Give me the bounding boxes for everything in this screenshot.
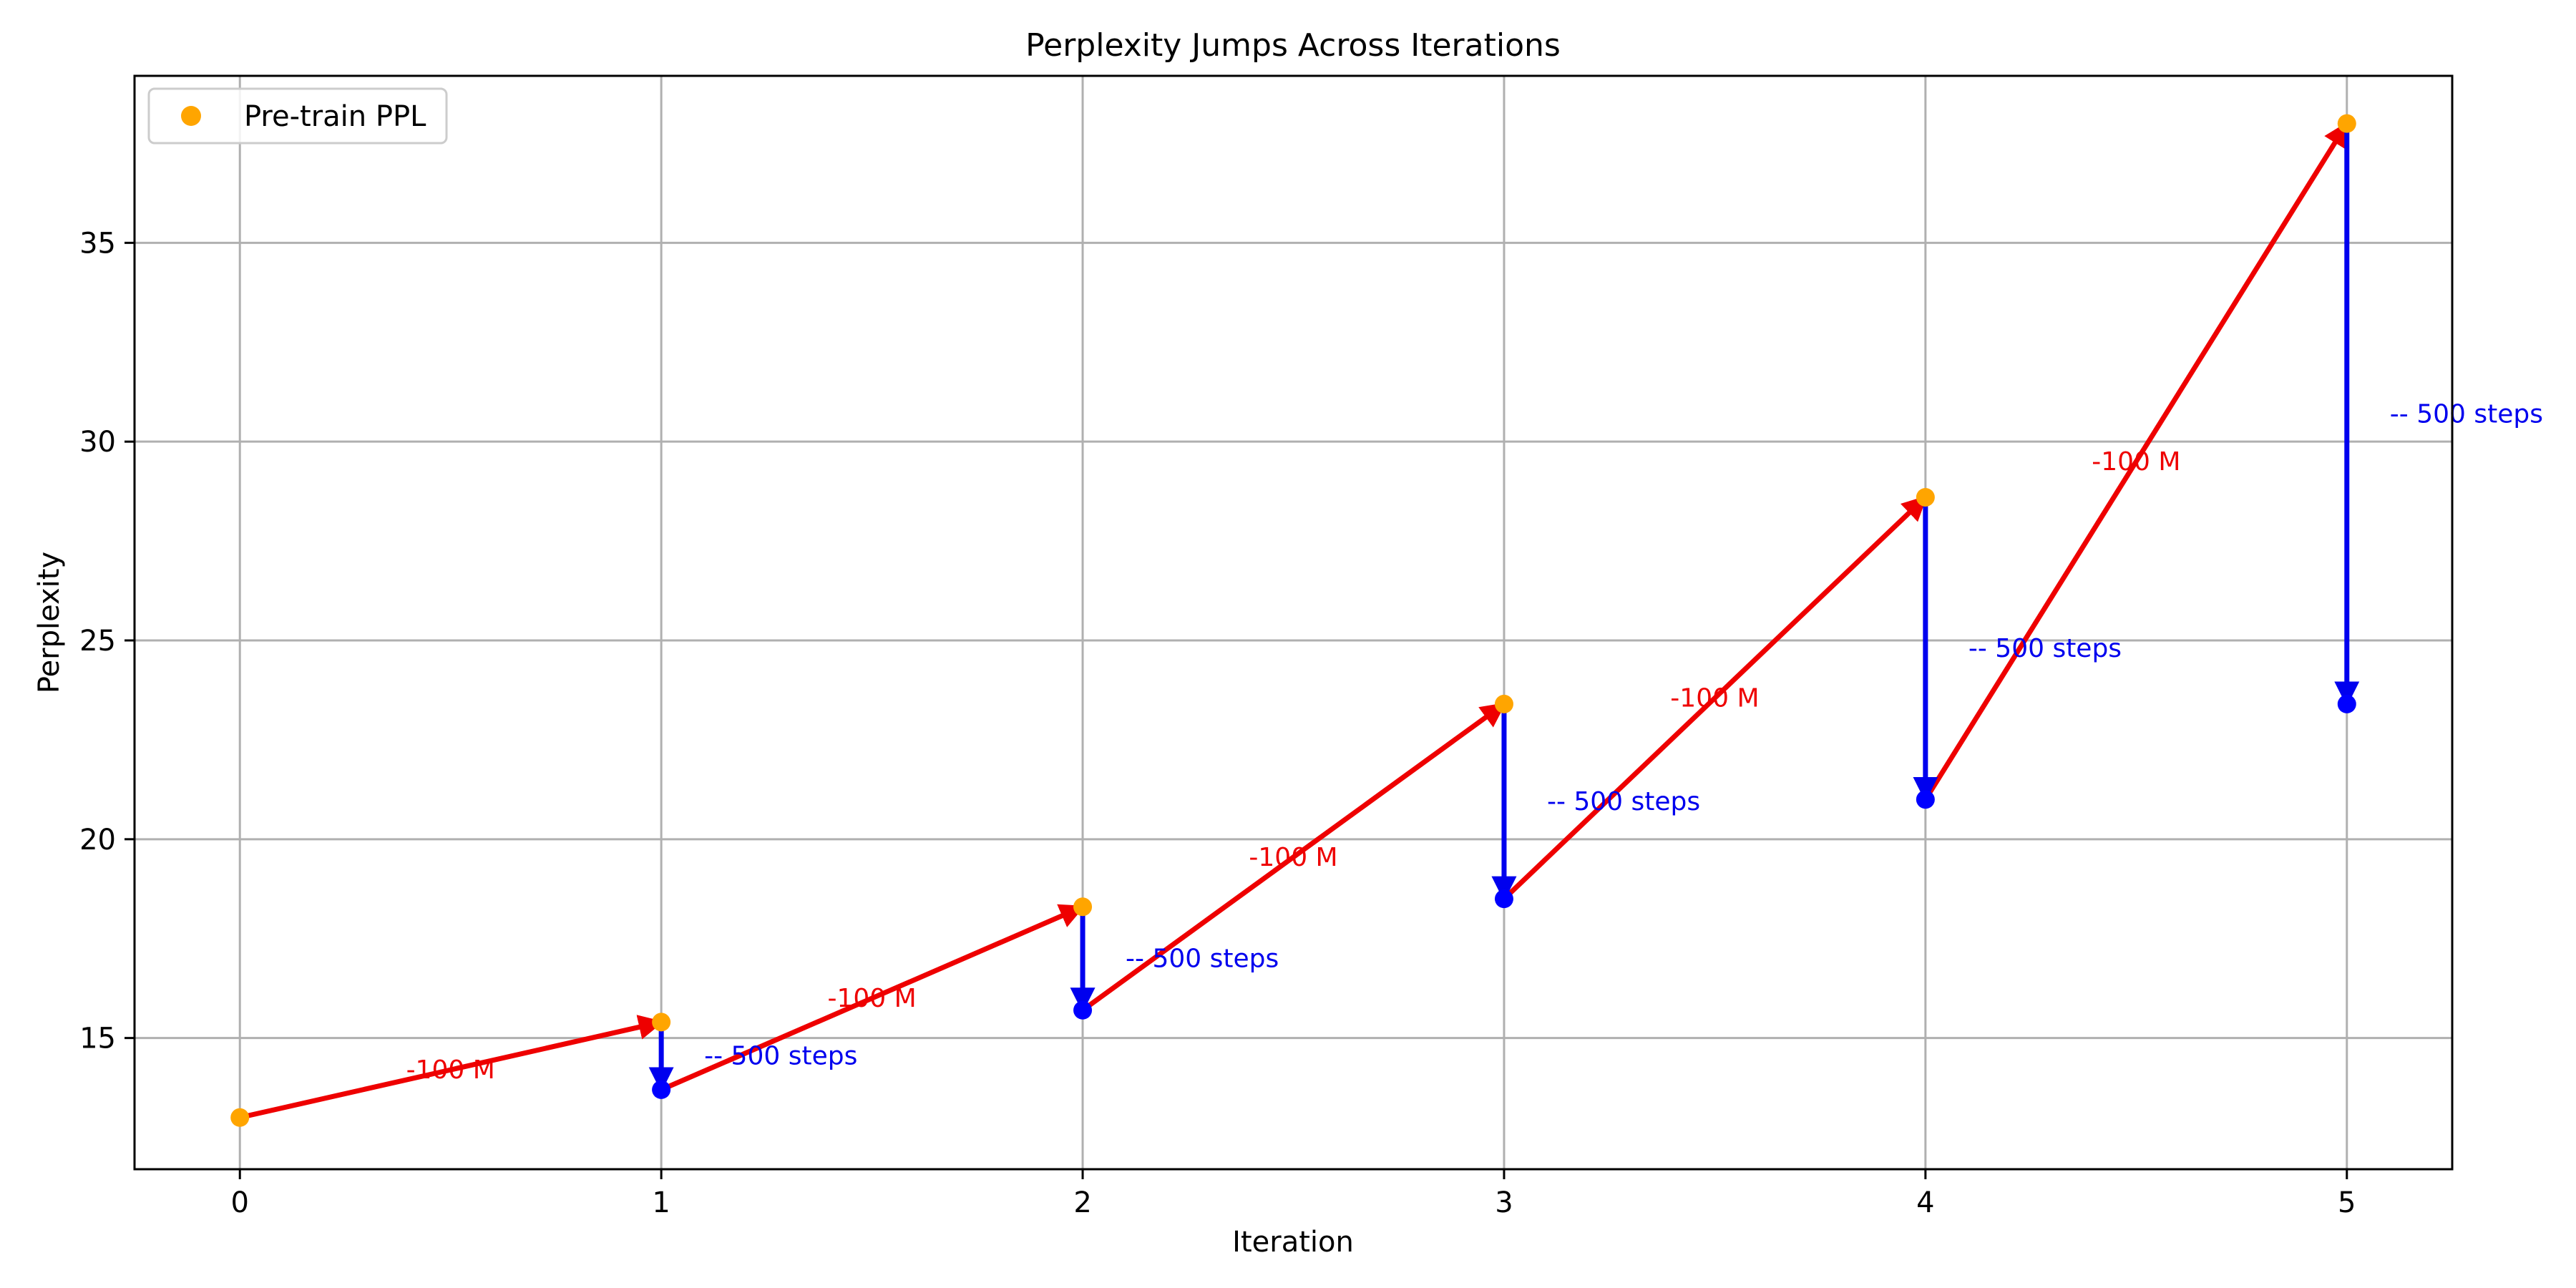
x-axis-ticks: 0 1 2 3 4 5: [231, 1169, 2356, 1219]
red-arrow-label: -100 M: [2092, 447, 2180, 477]
x-tick-label: 3: [1495, 1186, 1513, 1219]
post-train-point: [652, 1080, 671, 1099]
y-tick-label: 30: [79, 426, 116, 459]
y-tick-label: 20: [79, 824, 116, 857]
chart-title: Perplexity Jumps Across Iterations: [1025, 27, 1561, 64]
x-tick-label: 1: [652, 1186, 670, 1219]
y-axis-ticks: 15 20 25 30 35: [79, 227, 135, 1055]
red-arrow: [660, 904, 1085, 1093]
blue-arrow-label: -- 500 steps: [1968, 634, 2122, 663]
x-tick-label: 4: [1916, 1186, 1934, 1219]
red-arrow-label: -100 M: [406, 1055, 495, 1085]
plot-frame: [133, 74, 2454, 1171]
pretrain-point: [230, 1108, 250, 1127]
pretrain-point: [1073, 897, 1093, 917]
legend-entry: Pre-train PPL: [244, 100, 426, 133]
legend-marker: [181, 106, 201, 126]
x-axis-label: Iteration: [1232, 1226, 1354, 1259]
pretrain-point: [2337, 114, 2356, 133]
red-arrow-label: -100 M: [1249, 843, 1337, 872]
post-train-point: [1916, 790, 1935, 809]
pretrain-point: [1916, 487, 1935, 507]
red-arrow: [239, 1015, 664, 1121]
x-tick-label: 5: [2338, 1186, 2356, 1219]
blue-arrow-label: -- 500 steps: [1547, 787, 1700, 816]
legend: Pre-train PPL: [147, 87, 448, 145]
arrow-labels-layer: -100 M -100 M -100 M -100 M -100 M -- 500 ste…: [406, 399, 2543, 1085]
post-train-point: [1494, 889, 1513, 909]
y-axis-label: Perplexity: [33, 552, 66, 693]
x-tick-label: 2: [1073, 1186, 1091, 1219]
y-tick-label: 35: [79, 227, 116, 260]
blue-arrow-label: -- 500 steps: [2390, 399, 2543, 429]
blue-arrow-label: -- 500 steps: [704, 1042, 857, 1071]
y-tick-label: 25: [79, 625, 116, 658]
blue-arrow-label: -- 500 steps: [1126, 945, 1279, 974]
red-arrow-label: -100 M: [827, 984, 916, 1013]
grid-lines: [135, 76, 2452, 1169]
red-arrow: [1080, 702, 1506, 1013]
points-layer: [230, 114, 2356, 1127]
x-tick-label: 0: [231, 1186, 249, 1219]
legend-box: [147, 87, 448, 145]
pretrain-point: [652, 1013, 671, 1032]
arrows-layer: [239, 121, 2360, 1121]
pretrain-point: [1494, 694, 1513, 713]
red-arrow-label: -100 M: [1670, 684, 1759, 713]
y-tick-label: 15: [79, 1023, 116, 1055]
red-arrow: [1923, 121, 2349, 801]
red-arrow: [1502, 495, 1928, 901]
post-train-point: [2337, 694, 2356, 713]
post-train-point: [1073, 1000, 1093, 1020]
